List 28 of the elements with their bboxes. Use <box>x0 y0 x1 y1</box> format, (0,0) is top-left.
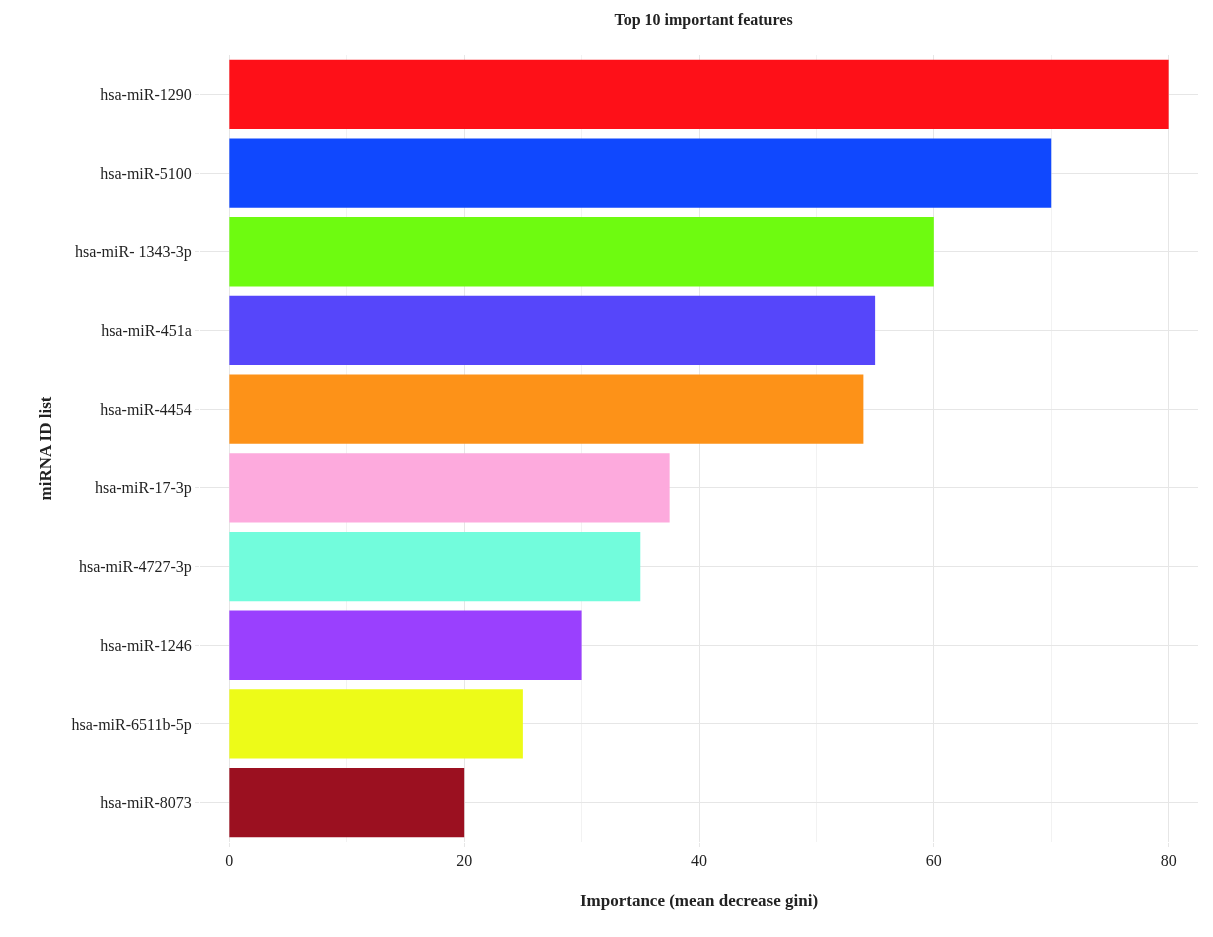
bar <box>229 217 934 287</box>
chart-title: Top 10 important features <box>614 11 793 30</box>
x-tick-label: 60 <box>925 852 942 870</box>
x-axis-title: Importance (mean decrease gini) <box>579 890 819 910</box>
bar <box>229 610 582 680</box>
x-tick-label: 0 <box>225 852 234 870</box>
y-tick-label: hsa-miR-451a <box>101 322 192 340</box>
x-tick-label: 80 <box>1160 852 1177 870</box>
y-tick-label: hsa-miR-5100 <box>100 164 192 182</box>
y-tick-label: hsa-miR-4727-3p <box>78 558 192 577</box>
y-tick-label: hsa-miR-8073 <box>100 794 192 812</box>
y-tick-label: hsa-miR- 1343-3p <box>74 243 192 262</box>
bar <box>229 768 465 838</box>
y-tick-label: hsa-miR-6511b-5p <box>71 715 192 734</box>
bar <box>229 531 641 602</box>
bar <box>229 374 864 444</box>
bar <box>229 138 1052 208</box>
x-tick-label: 20 <box>456 852 473 870</box>
y-tick-label: hsa-miR-1290 <box>100 85 192 103</box>
y-tick-label: hsa-miR-1246 <box>100 636 192 654</box>
bar <box>229 453 670 523</box>
bar <box>229 295 876 366</box>
bar <box>229 59 1169 129</box>
bar <box>229 689 523 759</box>
y-tick-label: hsa-miR-17-3p <box>94 479 192 498</box>
y-axis-title: miRNA ID list <box>36 396 56 501</box>
y-tick-label: hsa-miR-4454 <box>100 400 192 418</box>
x-tick-label: 40 <box>691 852 707 870</box>
